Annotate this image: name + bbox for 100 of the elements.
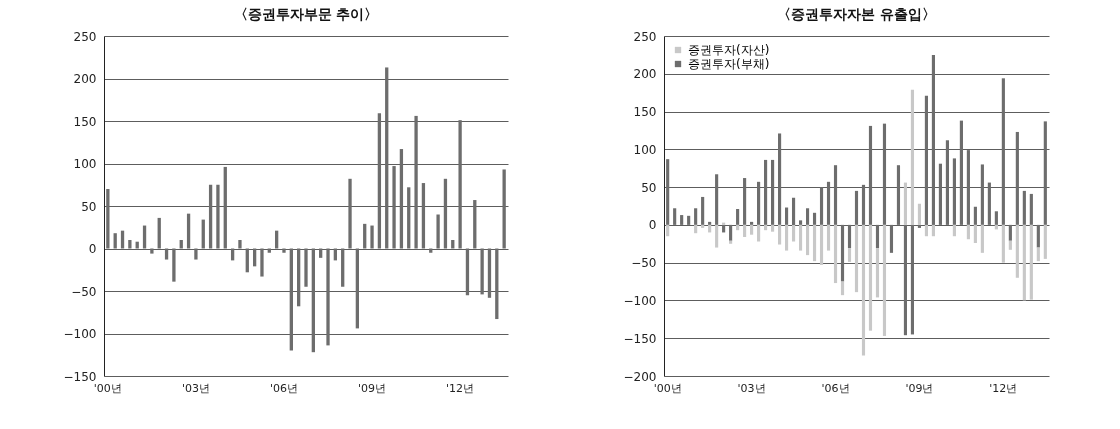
x-tick-label: '12년 [446,381,475,395]
bar [465,248,470,296]
bar [701,224,705,228]
y-tick-label: 100 [633,142,657,157]
bar [341,248,345,287]
y-tick-label: −50 [71,284,97,299]
bar [833,224,838,284]
legend-label: 증권투자(자산) [688,43,770,57]
bar [819,187,824,225]
bar [238,240,242,249]
bar [959,120,963,225]
bar [1008,224,1012,241]
bar [861,184,866,225]
bar [113,233,117,249]
bar [798,220,803,225]
bar [784,207,789,225]
bar [487,248,492,298]
bar [729,224,733,241]
bar [966,150,970,225]
bar [840,224,845,282]
bar [819,224,824,265]
bar [421,183,426,249]
bar [694,208,698,225]
bar [882,224,887,336]
bar [399,149,404,249]
bar [385,67,389,249]
x-tick-label: '09년 [358,381,387,395]
y-tick-label: −50 [631,256,657,271]
bar [370,225,374,249]
y-tick-label: 100 [73,157,97,171]
bar [889,224,894,253]
x-tick-label: '00년 [93,381,122,395]
y-tick-label: 250 [73,29,97,44]
bar [750,221,754,225]
bar [414,115,418,249]
bar [304,248,308,287]
bar [938,163,942,225]
bar [805,208,810,225]
bar [194,248,198,260]
bar [980,224,984,253]
bar [931,224,935,237]
bar [924,224,929,237]
bar [924,95,929,225]
bar [1029,224,1033,300]
x-tick-label: '06년 [269,381,298,395]
bar [833,165,838,225]
x-tick-label: '09년 [905,381,934,395]
bar [480,248,484,295]
bar [680,215,684,225]
bar [903,224,908,336]
bar [326,248,330,346]
bar [495,248,499,320]
bar [812,224,817,262]
bar [980,164,984,225]
bar [282,248,286,253]
bar [896,165,901,225]
bar [363,223,367,249]
bar [1043,121,1047,225]
bar [186,213,191,249]
y-tick-label: −200 [623,369,657,384]
bar [903,182,908,225]
bar [297,248,301,307]
bar [715,174,719,225]
bar [502,169,506,249]
bar [910,89,915,225]
bar [407,187,411,249]
bar [715,224,719,248]
y-tick-label: −150 [63,369,97,384]
y-tick-label: 150 [73,114,97,129]
bar [952,158,956,225]
bar [208,184,213,249]
bar [216,184,220,249]
y-tick-label: −150 [623,331,657,346]
bar [994,211,998,225]
bar [1029,193,1033,225]
bar [1043,224,1047,259]
bar [729,240,733,244]
bar [1036,247,1040,262]
bar [128,240,132,249]
y-tick-label: 200 [73,72,97,86]
chart-title: 〈증권투자자본 유출입〉 [777,6,936,22]
bar [377,113,382,249]
x-tick-label: '12년 [989,381,1018,395]
bar [987,182,991,225]
bar [764,159,768,225]
bar [135,241,139,249]
bar [348,178,352,249]
bar [142,225,147,249]
bar [451,240,455,249]
y-tick-label: −100 [63,327,97,341]
bar [1001,78,1005,225]
bar [917,224,922,228]
bar [473,200,477,249]
bar [826,181,831,225]
bar [201,219,205,249]
bar [931,54,935,225]
bar [120,230,125,249]
y-tick-label: 0 [88,242,97,256]
y-tick-label: 50 [641,180,657,195]
bar [1001,224,1005,263]
